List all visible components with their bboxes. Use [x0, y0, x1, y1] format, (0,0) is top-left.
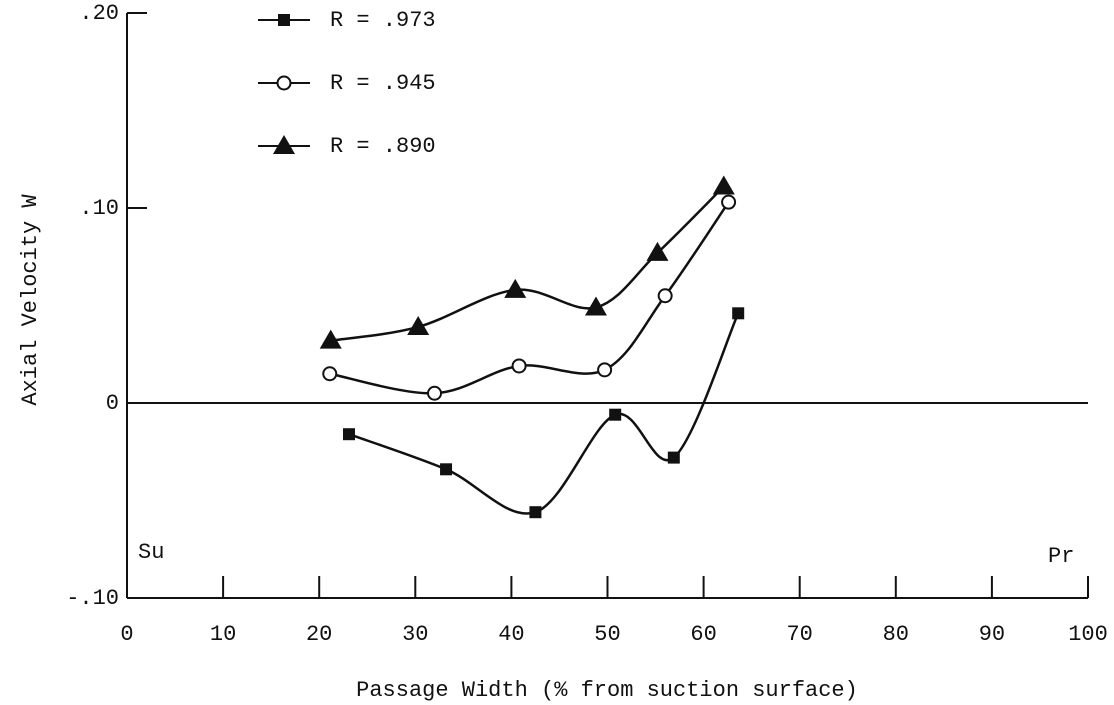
- marker: [529, 506, 542, 519]
- x-tick-label: 0: [120, 622, 133, 647]
- legend-marker: [276, 75, 292, 91]
- marker: [322, 366, 338, 382]
- legend-label: R = .890: [330, 134, 436, 159]
- annotation: Su: [138, 540, 164, 565]
- x-tick-label: 20: [306, 622, 332, 647]
- x-tick-label: 80: [883, 622, 909, 647]
- x-tick-label: 30: [402, 622, 428, 647]
- y-tick-label: .20: [79, 1, 119, 26]
- marker: [732, 307, 745, 320]
- x-tick-label: 10: [210, 622, 236, 647]
- marker: [511, 358, 527, 374]
- marker: [584, 296, 607, 316]
- x-tick-label: 100: [1068, 622, 1108, 647]
- series-line: [329, 201, 730, 395]
- marker: [427, 385, 443, 401]
- x-tick-label: 60: [690, 622, 716, 647]
- y-tick-label: .10: [79, 196, 119, 221]
- series-line: [348, 312, 740, 515]
- marker: [712, 175, 735, 195]
- x-axis-title: Passage Width (% from suction surface): [356, 678, 858, 703]
- y-tick-label: 0: [106, 391, 119, 416]
- marker: [407, 315, 430, 335]
- marker: [342, 428, 355, 441]
- legend-marker: [278, 14, 290, 26]
- y-axis-title: Axial Velocity W: [18, 194, 43, 406]
- marker: [721, 194, 737, 210]
- series-line: [330, 185, 725, 342]
- annotation: Pr: [1048, 544, 1074, 569]
- marker: [440, 463, 453, 476]
- y-tick-label: -.10: [66, 586, 119, 611]
- marker: [319, 329, 342, 349]
- marker: [597, 362, 613, 378]
- legend-label: R = .945: [330, 71, 436, 96]
- marker: [646, 241, 669, 261]
- x-tick-label: 50: [594, 622, 620, 647]
- x-tick-label: 90: [979, 622, 1005, 647]
- marker: [657, 288, 673, 304]
- legend-label: R = .973: [330, 8, 436, 33]
- x-tick-label: 40: [498, 622, 524, 647]
- marker: [504, 278, 527, 298]
- marker: [609, 408, 622, 421]
- legend-marker: [273, 135, 295, 154]
- x-tick-label: 70: [786, 622, 812, 647]
- marker: [667, 451, 680, 464]
